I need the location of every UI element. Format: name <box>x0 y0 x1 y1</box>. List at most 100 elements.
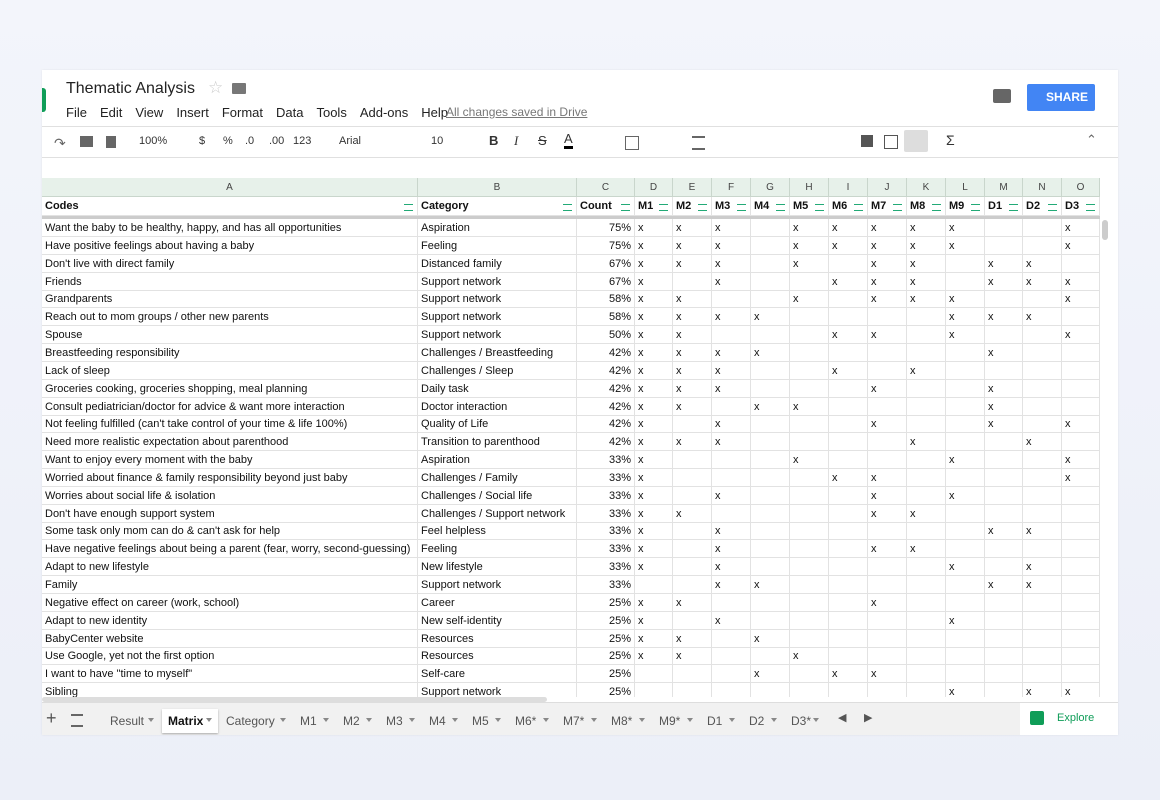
category-cell[interactable]: Resources <box>418 647 577 666</box>
mark-cell[interactable]: x <box>635 308 673 327</box>
count-cell[interactable]: 67% <box>577 254 635 273</box>
filter-icon[interactable] <box>737 204 746 211</box>
mark-cell[interactable]: x <box>790 219 829 237</box>
empty-cell[interactable] <box>1023 451 1062 470</box>
count-cell[interactable]: 25% <box>577 647 635 666</box>
category-cell[interactable]: Support network <box>418 683 577 697</box>
mark-cell[interactable]: x <box>635 611 673 630</box>
empty-cell[interactable] <box>635 683 673 697</box>
count-cell[interactable]: 25% <box>577 629 635 648</box>
empty-cell[interactable] <box>790 486 829 505</box>
empty-cell[interactable] <box>1023 326 1062 345</box>
mark-cell[interactable]: x <box>635 254 673 273</box>
align-icon[interactable] <box>692 136 705 150</box>
mark-cell[interactable]: x <box>868 665 907 684</box>
tab-dropdown[interactable] <box>771 718 777 722</box>
empty-cell[interactable] <box>1023 647 1062 666</box>
font-menu[interactable]: Arial <box>339 135 362 147</box>
empty-cell[interactable] <box>907 468 946 487</box>
empty-cell[interactable] <box>790 308 829 327</box>
mark-cell[interactable]: x <box>868 468 907 487</box>
code-cell[interactable]: Family <box>42 576 418 594</box>
mark-cell[interactable]: x <box>868 415 907 434</box>
empty-cell[interactable] <box>907 486 946 505</box>
empty-cell[interactable] <box>712 629 751 648</box>
empty-cell[interactable] <box>907 451 946 470</box>
empty-cell[interactable] <box>946 397 985 416</box>
mark-cell[interactable]: x <box>712 343 751 362</box>
category-cell[interactable]: Support network <box>418 576 577 594</box>
mark-cell[interactable]: x <box>946 611 985 630</box>
empty-cell[interactable] <box>946 647 985 666</box>
count-cell[interactable]: 25% <box>577 665 635 684</box>
mark-cell[interactable]: x <box>712 486 751 505</box>
sheet-tab[interactable]: M1 <box>300 714 317 728</box>
mark-cell[interactable]: x <box>673 343 712 362</box>
count-cell[interactable]: 33% <box>577 486 635 505</box>
sheet-tab[interactable]: Matrix <box>162 709 218 733</box>
mark-cell[interactable]: x <box>946 683 985 697</box>
mark-cell[interactable]: x <box>985 397 1023 416</box>
filter-icon[interactable] <box>1009 204 1018 211</box>
empty-cell[interactable] <box>1023 361 1062 380</box>
empty-cell[interactable] <box>712 665 751 684</box>
empty-cell[interactable] <box>868 343 907 362</box>
category-cell[interactable]: Doctor interaction <box>418 397 577 416</box>
code-cell[interactable]: Sibling <box>42 683 418 697</box>
mark-cell[interactable]: x <box>673 290 712 309</box>
mark-cell[interactable]: x <box>946 219 985 237</box>
header-cell[interactable]: D3 <box>1062 197 1100 216</box>
filter-icon[interactable] <box>932 204 941 211</box>
empty-cell[interactable] <box>751 540 790 559</box>
mark-cell[interactable]: x <box>985 415 1023 434</box>
filter-icon[interactable] <box>854 204 863 211</box>
code-cell[interactable]: Groceries cooking, groceries shopping, m… <box>42 379 418 398</box>
column-letter[interactable]: I <box>829 178 868 197</box>
count-cell[interactable]: 42% <box>577 343 635 362</box>
category-cell[interactable]: Support network <box>418 272 577 291</box>
mark-cell[interactable]: x <box>712 361 751 380</box>
empty-cell[interactable] <box>907 397 946 416</box>
mark-cell[interactable]: x <box>635 343 673 362</box>
empty-cell[interactable] <box>790 343 829 362</box>
empty-cell[interactable] <box>790 415 829 434</box>
count-cell[interactable]: 25% <box>577 611 635 630</box>
code-cell[interactable]: Have positive feelings about having a ba… <box>42 236 418 255</box>
mark-cell[interactable]: x <box>635 504 673 523</box>
mark-cell[interactable]: x <box>790 647 829 666</box>
share-button[interactable]: SHARE <box>1027 84 1095 111</box>
menu-item[interactable]: Format <box>221 105 263 120</box>
empty-cell[interactable] <box>868 576 907 594</box>
empty-cell[interactable] <box>751 433 790 452</box>
empty-cell[interactable] <box>751 647 790 666</box>
empty-cell[interactable] <box>1023 468 1062 487</box>
empty-cell[interactable] <box>712 397 751 416</box>
empty-cell[interactable] <box>635 576 673 594</box>
empty-cell[interactable] <box>712 647 751 666</box>
mark-cell[interactable]: x <box>712 415 751 434</box>
filter-icon[interactable] <box>698 204 707 211</box>
code-cell[interactable]: Friends <box>42 272 418 291</box>
mark-cell[interactable]: x <box>868 236 907 255</box>
code-cell[interactable]: Want to enjoy every moment with the baby <box>42 451 418 470</box>
mark-cell[interactable]: x <box>673 629 712 648</box>
empty-cell[interactable] <box>790 629 829 648</box>
mark-cell[interactable]: x <box>907 254 946 273</box>
mark-cell[interactable]: x <box>1023 522 1062 541</box>
empty-cell[interactable] <box>790 593 829 612</box>
empty-cell[interactable] <box>790 272 829 291</box>
category-cell[interactable]: Career <box>418 593 577 612</box>
empty-cell[interactable] <box>946 540 985 559</box>
empty-cell[interactable] <box>829 522 868 541</box>
mark-cell[interactable]: x <box>946 326 985 345</box>
scroll-tabs-right[interactable]: ▶ <box>864 712 873 724</box>
sheet-tab[interactable]: D2 <box>749 714 765 728</box>
increase-decimal[interactable]: .00 <box>269 135 285 147</box>
empty-cell[interactable] <box>790 540 829 559</box>
count-cell[interactable]: 33% <box>577 558 635 577</box>
empty-cell[interactable] <box>985 593 1023 612</box>
tab-dropdown[interactable] <box>452 718 458 722</box>
empty-cell[interactable] <box>751 219 790 237</box>
empty-cell[interactable] <box>907 576 946 594</box>
code-cell[interactable]: Don't have enough support system <box>42 504 418 523</box>
